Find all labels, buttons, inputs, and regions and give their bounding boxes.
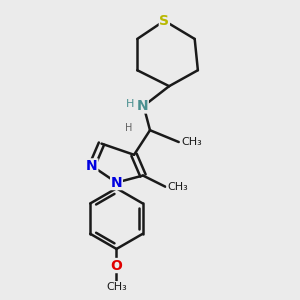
Text: H: H <box>124 123 132 133</box>
Text: N: N <box>111 176 122 190</box>
Text: CH₃: CH₃ <box>106 282 127 292</box>
Text: CH₃: CH₃ <box>167 182 188 192</box>
Text: S: S <box>159 14 170 28</box>
Text: N: N <box>136 99 148 113</box>
Text: CH₃: CH₃ <box>181 137 202 147</box>
Text: N: N <box>86 159 98 173</box>
Text: O: O <box>111 259 122 272</box>
Text: H: H <box>126 99 134 109</box>
